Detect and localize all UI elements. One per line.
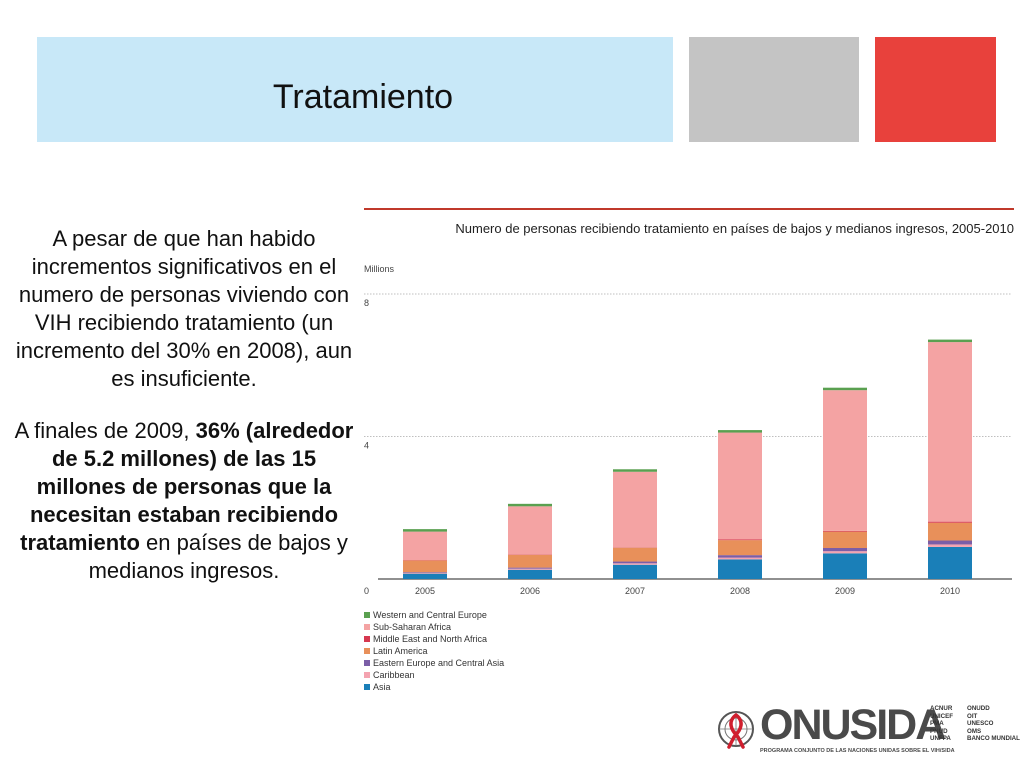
bar-segment [823,553,867,579]
legend-label: Middle East and North Africa [373,634,487,644]
legend-label: Eastern Europe and Central Asia [373,658,504,668]
bar-segment [928,339,972,343]
legend-swatch [364,612,370,618]
chart-top-rule [364,208,1014,210]
agency-name: ACNUR [930,705,953,712]
x-tick-label: 2010 [940,586,960,596]
agency-name: BANCO MUNDIAL [967,735,1020,742]
title-banner [37,37,673,142]
bar-segment [508,503,552,507]
bar-segment [403,572,447,574]
bar-segment [508,506,552,555]
legend-swatch [364,636,370,642]
y-axis-label: Millions [364,264,395,274]
bar-segment [718,555,762,558]
legend-label: Western and Central Europe [373,610,487,620]
bar-segment [928,521,972,523]
bar-segment [403,560,447,573]
bar-segment [718,539,762,541]
legend-swatch [364,648,370,654]
x-tick-label: 2008 [730,586,750,596]
bar-segment [823,530,867,532]
y-tick-label: 4 [364,441,369,451]
x-tick-label: 2005 [415,586,435,596]
aids-ribbon-un-emblem-icon [718,711,754,749]
legend-label: Latin America [373,646,428,656]
bar-segment [613,564,657,579]
bar-segment [823,387,867,391]
bar-segment [403,529,447,532]
legend-label: Sub-Saharan Africa [373,622,451,632]
agencies-column-2: ONUDD OIT UNESCO OMS BANCO MUNDIAL [967,705,1020,743]
bar-segment [508,567,552,569]
bar-segment [718,432,762,540]
bar-segment [613,471,657,548]
agency-name: UNICEF [930,712,954,720]
bar-segment [928,522,972,541]
bar-segment [718,430,762,433]
body-text: A pesar de que han habido incrementos si… [14,225,354,609]
chart-container: Numero de personas recibiendo tratamient… [340,208,1020,708]
slide-title: Tratamiento [272,78,454,116]
bar-segment [928,540,972,545]
bar-segment [403,531,447,561]
bar-segment [508,554,552,568]
legend-swatch [364,660,370,666]
legend-swatch [364,624,370,630]
x-tick-label: 2007 [625,586,645,596]
agency-name: PNUD [930,727,948,735]
paragraph-2: A finales de 2009, 36% (alrededor de 5.2… [14,418,354,583]
legend-swatch [364,684,370,690]
legend-swatch [364,672,370,678]
agency-name: ONUDD [967,705,990,712]
onusida-logo: ONUSIDA PROGRAMA CONJUNTO DE LAS NACIONE… [716,701,1024,763]
bar-segment [823,548,867,552]
agency-name: UNFPA [930,735,951,742]
gray-accent-block [689,37,859,142]
bar-segment [613,469,657,472]
agency-name: OMS [967,727,982,735]
bar-segment [718,559,762,579]
bar-segment [403,573,447,579]
agencies-column-1: ACNUR UNICEF PMA PNUD UNFPA [930,705,953,743]
y-tick-label: 8 [364,298,369,308]
bar-segment [823,551,867,554]
bar-segment [718,557,762,560]
bar-segment [613,547,657,562]
logo-subtitle: PROGRAMA CONJUNTO DE LAS NACIONES UNIDAS… [760,748,955,754]
bar-segment [613,563,657,565]
bar-segment [508,569,552,579]
agency-name: PMA [930,720,944,727]
x-tick-label: 2006 [520,586,540,596]
agency-name: OIT [967,712,978,720]
logo-wordmark: ONUSIDA [760,701,946,749]
bar-segment [928,544,972,547]
legend-label: Asia [373,682,391,692]
bar-segment [928,342,972,522]
red-accent-block [875,37,996,142]
bar-segment [403,572,447,573]
bar-segment [823,531,867,549]
agency-name: UNESCO [967,720,994,727]
bar-segment [928,546,972,579]
x-tick-label: 2009 [835,586,855,596]
y-tick-label: 0 [364,586,369,596]
stacked-bar-chart: Millions 0 4 8 2005 2006 2007 2008 2009 2010 Weste… [364,264,1012,692]
chart-title: Numero de personas recibiendo tratamient… [455,221,1014,236]
bar-segment [823,390,867,531]
bar-segment [508,568,552,570]
bar-segment [613,561,657,564]
paragraph-2-highlight: 36% (alrededor de 5.2 millones) de las 1… [20,418,354,555]
bar-segment [718,540,762,556]
legend-label: Caribbean [373,670,415,680]
paragraph-1: A pesar de que han habido incrementos si… [15,226,353,391]
